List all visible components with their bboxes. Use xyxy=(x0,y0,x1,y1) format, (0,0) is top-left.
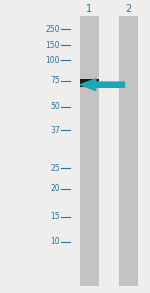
Bar xyxy=(118,16,138,286)
Text: 1: 1 xyxy=(86,4,92,14)
Text: 100: 100 xyxy=(45,56,60,64)
Text: 150: 150 xyxy=(45,41,60,50)
Text: 15: 15 xyxy=(50,212,60,221)
Text: 25: 25 xyxy=(50,164,60,173)
Bar xyxy=(80,79,99,87)
Text: 10: 10 xyxy=(50,237,60,246)
Text: 2: 2 xyxy=(125,4,131,14)
Text: 20: 20 xyxy=(50,185,60,193)
Text: 37: 37 xyxy=(50,126,60,135)
Text: 250: 250 xyxy=(45,25,60,34)
Bar xyxy=(80,16,99,286)
FancyArrow shape xyxy=(80,79,124,91)
Text: 50: 50 xyxy=(50,103,60,111)
Text: 75: 75 xyxy=(50,76,60,85)
